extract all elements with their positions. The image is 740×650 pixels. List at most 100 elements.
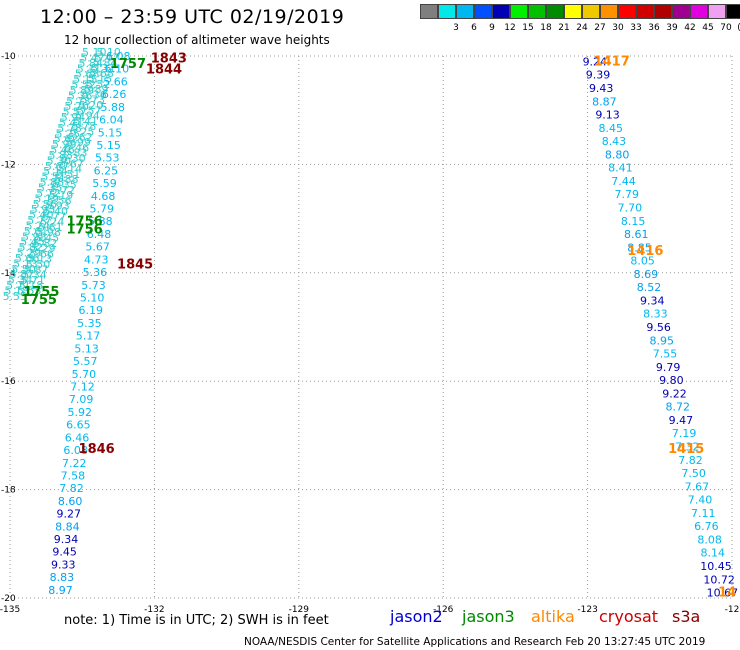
scale-swatch [456, 4, 474, 19]
wave-height-value: 5.88 [88, 215, 113, 228]
diag-track-mark: 5.99 [52, 138, 77, 151]
scale-label: 21 [558, 23, 570, 33]
time-label: 14 [718, 586, 736, 601]
wave-height-value: 8.85 [627, 241, 652, 254]
time-label: 1756 [67, 214, 103, 229]
wave-height-value: 10.72 [703, 573, 735, 586]
wave-height-value: 6.76 [694, 520, 719, 533]
diag-track-mark: 5.71 [6, 279, 31, 292]
diag-track-mark: 5.77 [27, 214, 52, 227]
wave-height-value: 5.36 [83, 266, 108, 279]
wave-height-value: 7.70 [618, 201, 643, 214]
satellite-jason2: jason2 [390, 607, 443, 626]
scale-label: 70 [720, 23, 732, 33]
footer-credit: NOAA/NESDIS Center for Satellite Applica… [244, 636, 706, 648]
diag-track-mark: 5.55 [3, 290, 28, 303]
wave-height-value: 8.14 [701, 547, 726, 560]
wave-height-value: 7.09 [69, 393, 94, 406]
wave-height-value: 8.45 [599, 122, 624, 135]
wave-height-value: 8.87 [592, 95, 617, 108]
diag-track-mark: 5.57 [63, 106, 88, 119]
wave-height-value: 9.80 [659, 374, 684, 387]
diag-track-mark: 5.19 [49, 189, 74, 202]
scale-swatch [600, 4, 618, 19]
wave-height-value: 8.97 [48, 584, 73, 597]
wave-height-value: 6.08 [63, 444, 88, 457]
wave-height-value: 9.24 [583, 55, 608, 68]
x-tick-label: -135 [0, 605, 20, 615]
scale-swatch [492, 4, 510, 19]
scale-swatch [672, 4, 690, 19]
diag-track-mark: 5.25 [56, 127, 81, 140]
chart-subtitle: 12 hour collection of altimeter wave hei… [64, 33, 330, 47]
x-tick-label: -126 [433, 605, 454, 615]
data-marks: 5.105.475.845.315.685.155.525.895.365.73… [3, 46, 739, 601]
y-tick-label: -18 [1, 486, 16, 496]
time-label: 1843 [151, 52, 187, 67]
time-label: 1755 [21, 293, 57, 308]
diag-track-mark: 5.24 [40, 216, 65, 229]
wave-height-value: 10.45 [700, 560, 732, 573]
diag-track-mark: 5.20 [64, 100, 89, 113]
diag-track-mark: 5.20 [79, 99, 104, 112]
diag-track-mark: 5.66 [15, 252, 40, 265]
wave-height-value: 5.57 [73, 355, 98, 368]
scale-label: 27 [594, 23, 606, 33]
wave-height-value: 5.92 [68, 406, 93, 419]
wave-height-value: 8.43 [602, 135, 627, 148]
diag-track-mark: 5.50 [11, 263, 36, 276]
wave-height-value: 4.68 [91, 190, 116, 203]
diag-track-mark: 5.45 [20, 236, 45, 249]
satellite-jason3: jason3 [462, 607, 515, 626]
diag-track-mark: 5.72 [51, 184, 76, 197]
diag-track-mark: 5.35 [52, 178, 77, 191]
scale-swatch [636, 4, 654, 19]
scale-label: 36 [648, 23, 660, 33]
scale-swatch [726, 4, 740, 19]
chart-title: 12:00 – 23:59 UTC 02/19/2019 [40, 6, 345, 28]
scale-label: 30 [612, 23, 624, 33]
wave-height-value: 9.27 [57, 508, 82, 521]
time-label: 1755 [23, 285, 59, 300]
scale-label: 18 [540, 23, 552, 33]
wave-height-value: 7.44 [611, 175, 636, 188]
diag-track-mark: 5.18 [19, 279, 44, 292]
diag-track-mark: 5.87 [24, 263, 49, 276]
diag-track-mark: 5.30 [61, 152, 86, 165]
time-label: 1417 [594, 54, 630, 69]
diag-track-mark: 5.34 [22, 269, 47, 282]
wave-height-value: 8.15 [621, 215, 646, 228]
diag-track-mark: 5.35 [38, 182, 63, 195]
wave-height-value: 8.95 [650, 334, 675, 347]
wave-height-value: 6.19 [79, 304, 104, 317]
wave-height-value: 8.72 [665, 401, 690, 414]
wave-height-value: 5.13 [74, 342, 99, 355]
scale-swatch [654, 4, 672, 19]
diag-track-mark: 5.47 [80, 51, 105, 64]
wave-height-value: 6.65 [66, 419, 91, 432]
diag-track-mark: 5.15 [73, 73, 98, 86]
diag-track-mark: 5.67 [59, 157, 84, 170]
diag-track-mark: 5.78 [57, 122, 82, 135]
wave-height-value: 8.83 [50, 571, 75, 584]
scale-swatch [582, 4, 600, 19]
wave-height-value: 7.12 [70, 380, 95, 393]
diag-track-mark: 5.13 [13, 257, 38, 270]
diag-track-mark: 5.67 [45, 160, 70, 173]
diag-track-mark: 5.89 [84, 83, 109, 96]
wave-height-value: 7.79 [614, 188, 639, 201]
wave-height-value: 9.79 [656, 361, 681, 374]
scale-swatch [546, 4, 564, 19]
scale-swatch [420, 4, 438, 19]
wave-height-value: 9.34 [640, 294, 665, 307]
wave-height-value: 9.56 [646, 321, 671, 334]
diag-track-mark: 5.61 [24, 225, 49, 238]
diag-track-mark: 5.52 [86, 78, 111, 91]
time-label: 1757 [110, 57, 146, 72]
wave-height-value: 7.32 [675, 441, 700, 454]
satellite-cryosat: cryosat [599, 607, 659, 626]
scale-swatch [474, 4, 492, 19]
diag-track-mark: 5.82 [33, 237, 58, 250]
time-label: 1416 [627, 244, 663, 259]
